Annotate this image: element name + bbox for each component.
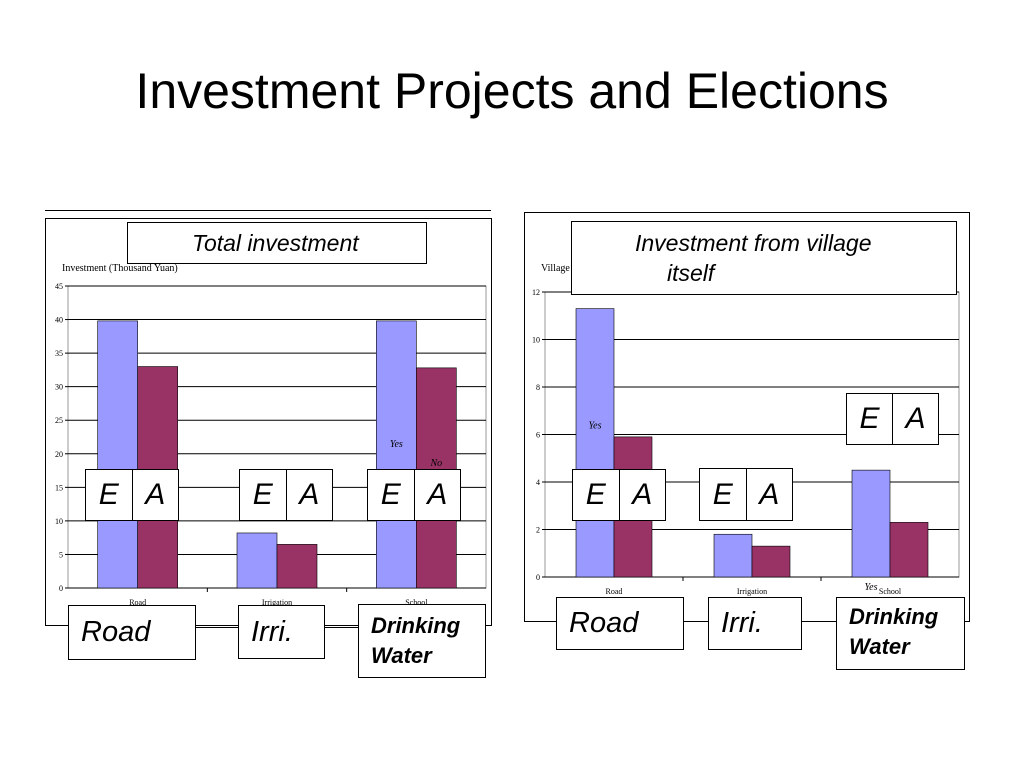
x-tick-label: School — [879, 587, 902, 596]
y-tick-label: 0 — [59, 584, 63, 593]
bar-data-label-yes: Yes — [589, 420, 602, 431]
left-category-road: Road — [68, 605, 196, 660]
right-category-drinking-water: Drinking Water — [836, 597, 965, 670]
bar-yes-school — [376, 320, 417, 589]
bar-yes-irrigation — [236, 532, 278, 589]
left-ea-box-irrigation: E A — [239, 469, 333, 521]
bar-yes-school — [851, 469, 891, 578]
x-tick-label: Irrigation — [262, 598, 292, 607]
bar-no-irrigation — [276, 544, 318, 589]
bar-yes-road — [575, 308, 615, 578]
right-bar-chart: Village024681012RoadYesIrrigationYesNoSc… — [532, 263, 960, 621]
y-tick-label: 0 — [536, 573, 540, 582]
y-tick-label: 8 — [536, 383, 540, 392]
bar-data-label-yes: Yes — [390, 439, 403, 450]
left-bar-chart: Investment (Thousand Yuan) 0 5 10 15 20 25 30 35… — [55, 263, 487, 607]
right-category-irrigation: Irri. — [708, 597, 802, 650]
left-ea-box-road: E A — [85, 469, 179, 521]
bar-no-irrigation — [751, 545, 791, 578]
election-label: E — [585, 478, 606, 511]
election-label: E — [712, 477, 733, 511]
y-tick-label: 45 — [55, 282, 63, 291]
right-category-road: Road — [556, 597, 684, 650]
election-label: E — [98, 478, 119, 511]
appointment-label: A — [745, 469, 793, 520]
y-tick-label: 10 — [532, 336, 540, 345]
x-tick-label: Road — [606, 587, 623, 596]
x-tick-label: Road — [129, 598, 146, 607]
y-axis-label: Investment (Thousand Yuan) — [62, 263, 178, 274]
y-axis-label: Village — [541, 263, 570, 274]
left-category-irrigation: Irri. — [238, 605, 325, 659]
appointment-label: A — [131, 470, 179, 520]
y-tick-label: 4 — [536, 478, 540, 487]
x-tick-label: Irrigation — [737, 587, 767, 596]
y-tick-label: 12 — [532, 288, 540, 297]
y-tick-label: 10 — [55, 517, 63, 526]
y-tick-label: 6 — [536, 431, 540, 440]
bar-yes-irrigation — [713, 533, 753, 578]
y-tick-label: 30 — [55, 383, 63, 392]
right-ea-box-irrigation: E A — [699, 468, 793, 521]
y-tick-label: 2 — [536, 526, 540, 535]
bar-no-school — [889, 522, 929, 578]
right-chart-title-box: Investment from village itself — [571, 221, 957, 295]
right-chart-title-line1: Investment from village — [635, 230, 872, 256]
bar-yes-road — [97, 320, 138, 589]
slide-title: Investment Projects and Elections — [135, 63, 889, 119]
right-connector-1 — [683, 621, 709, 622]
y-tick-label: 35 — [55, 349, 63, 358]
left-chart-title-box: Total investment — [127, 222, 427, 264]
election-label: E — [380, 478, 401, 511]
y-tick-label: 20 — [55, 450, 63, 459]
bar-data-label-no: No — [429, 458, 442, 469]
right-chart-title-line2: itself — [667, 260, 715, 286]
y-tick-label: 15 — [55, 483, 63, 492]
right-ea-box-road: E A — [572, 469, 666, 521]
right-connector-2 — [801, 621, 837, 622]
y-tick-label: 5 — [59, 550, 63, 559]
election-label: E — [252, 478, 273, 511]
left-ea-box-school: E A — [367, 469, 461, 521]
x-tick-label: School — [405, 598, 428, 607]
y-tick-label: 25 — [55, 416, 63, 425]
appointment-label: A — [618, 470, 666, 520]
left-chart-panel: Investment (Thousand Yuan) 0 5 10 15 20 25 30 35… — [45, 218, 492, 626]
left-panel-topline — [45, 210, 491, 211]
left-chart-title: Total investment — [192, 230, 359, 256]
appointment-label: A — [892, 394, 938, 444]
appointment-label: A — [413, 470, 461, 520]
left-category-drinking-water: Drinking Water — [358, 604, 486, 678]
bar-data-label-yes: Yes — [865, 582, 878, 593]
left-connector-1 — [195, 627, 239, 628]
left-connector-2 — [324, 627, 359, 628]
election-label: E — [859, 402, 880, 435]
right-ea-box-school: E A — [846, 393, 939, 445]
y-tick-label: 40 — [55, 316, 63, 325]
appointment-label: A — [285, 470, 333, 520]
